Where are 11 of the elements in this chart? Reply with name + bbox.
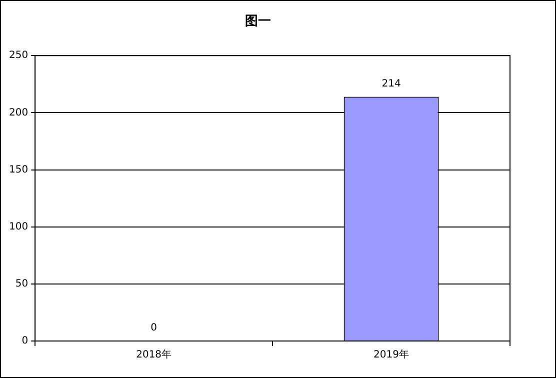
y-tick-label: 0 xyxy=(22,336,28,347)
y-tick-label: 150 xyxy=(8,164,28,176)
y-tick-label: 250 xyxy=(8,50,28,62)
y-tick-label: 200 xyxy=(8,107,28,118)
x-tick-label: 2018年 xyxy=(136,348,172,361)
x-tick-label: 2019年 xyxy=(374,348,409,361)
y-tick-label: 100 xyxy=(8,221,28,232)
y-tick-label: 50 xyxy=(15,278,28,290)
data-label: 0 xyxy=(150,322,158,334)
data-label: 214 xyxy=(382,78,401,90)
chart-title: 图一 xyxy=(245,14,271,30)
